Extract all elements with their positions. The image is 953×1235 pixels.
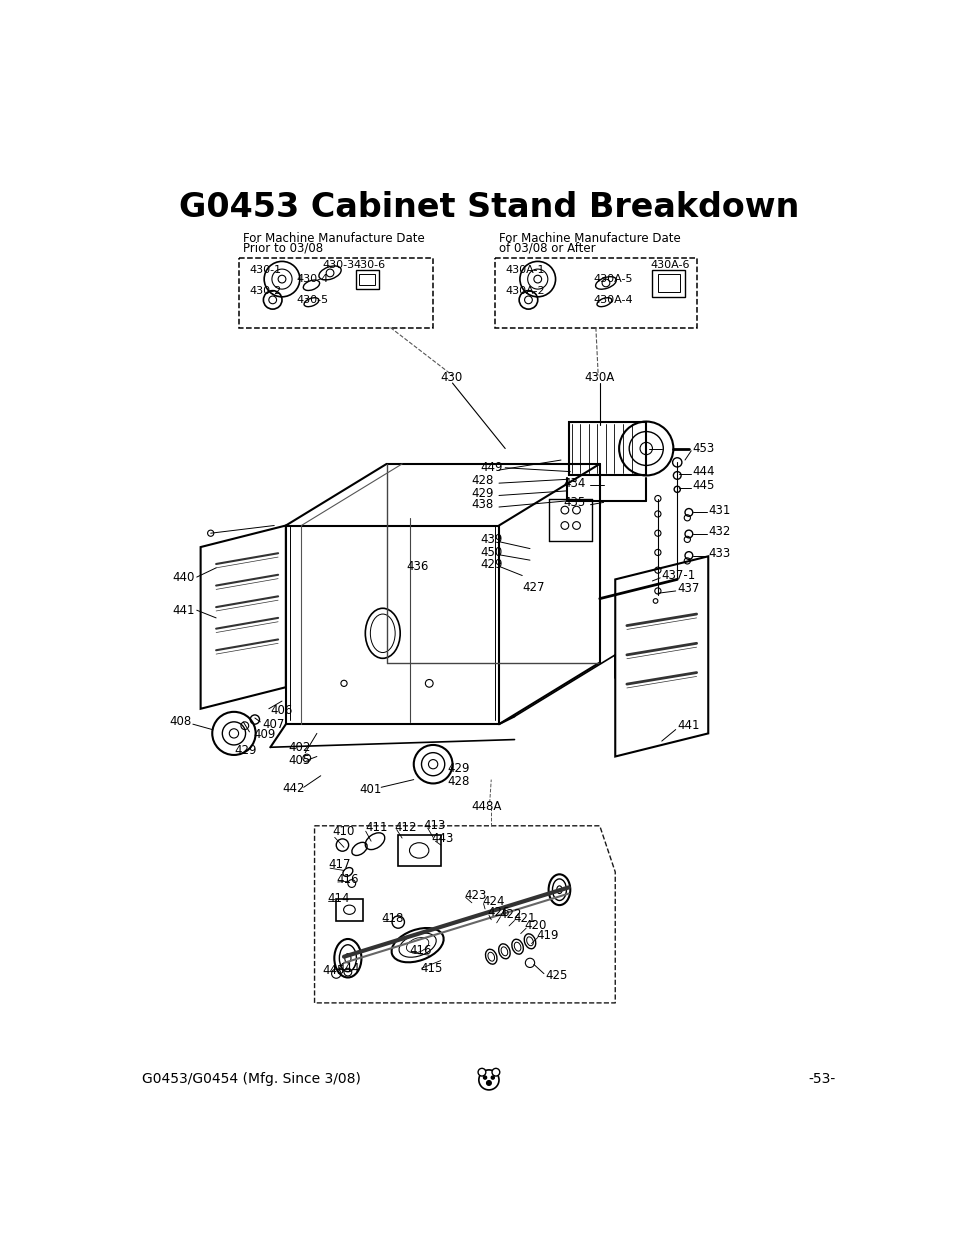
Text: 431: 431 <box>707 504 730 516</box>
Text: 429: 429 <box>480 557 502 571</box>
Text: 409: 409 <box>253 729 275 741</box>
Text: 442: 442 <box>282 782 304 795</box>
Bar <box>397 835 440 866</box>
Text: -53-: -53- <box>807 1072 835 1086</box>
Circle shape <box>478 1070 498 1091</box>
Text: G0453/G0454 (Mfg. Since 3/08): G0453/G0454 (Mfg. Since 3/08) <box>142 1072 361 1086</box>
Text: 429: 429 <box>447 762 469 774</box>
Bar <box>652 270 684 296</box>
Text: 406: 406 <box>270 704 293 716</box>
Text: 429: 429 <box>233 743 256 757</box>
Text: 441: 441 <box>677 719 699 732</box>
Circle shape <box>477 1068 485 1076</box>
Text: 433: 433 <box>707 547 730 559</box>
Text: 430A-5: 430A-5 <box>593 274 633 284</box>
Text: 436: 436 <box>406 559 428 573</box>
Text: 421: 421 <box>513 911 535 925</box>
Text: 418: 418 <box>381 911 403 925</box>
Bar <box>658 274 679 293</box>
Text: 412: 412 <box>394 821 416 834</box>
Text: 439: 439 <box>480 532 502 546</box>
Text: 430-5: 430-5 <box>295 295 328 305</box>
Text: 440: 440 <box>172 571 194 584</box>
Text: 443: 443 <box>431 831 454 845</box>
Circle shape <box>492 1068 499 1076</box>
Text: 414: 414 <box>327 893 349 905</box>
Circle shape <box>486 1081 491 1086</box>
Text: 419: 419 <box>536 930 558 942</box>
Text: 445: 445 <box>692 479 715 492</box>
Text: 423: 423 <box>464 889 486 902</box>
Text: 422: 422 <box>498 908 521 921</box>
Text: 445: 445 <box>322 965 344 977</box>
Bar <box>239 258 433 327</box>
Text: 408: 408 <box>170 715 192 729</box>
Text: 425: 425 <box>545 969 567 983</box>
Text: 430-3: 430-3 <box>322 261 355 270</box>
Text: 429: 429 <box>472 487 494 500</box>
Text: 430A-1: 430A-1 <box>505 264 544 275</box>
Text: 416: 416 <box>410 944 432 957</box>
Text: 444: 444 <box>337 962 360 974</box>
Text: 450: 450 <box>480 546 502 559</box>
Text: 430: 430 <box>440 372 462 384</box>
Text: 432: 432 <box>707 525 730 538</box>
Circle shape <box>491 1076 494 1079</box>
Text: 428: 428 <box>472 474 494 488</box>
Text: 402: 402 <box>288 741 311 753</box>
Text: 430A-6: 430A-6 <box>649 261 689 270</box>
Text: 416: 416 <box>335 873 358 887</box>
Text: 427: 427 <box>521 580 544 594</box>
Text: 417: 417 <box>328 858 351 871</box>
Circle shape <box>483 1076 486 1079</box>
Text: 453: 453 <box>692 442 714 454</box>
Bar <box>335 899 363 920</box>
Text: 437-1: 437-1 <box>661 569 696 582</box>
Text: 426: 426 <box>487 906 509 919</box>
Text: Prior to 03/08: Prior to 03/08 <box>243 242 323 254</box>
Text: 413: 413 <box>423 819 446 832</box>
Text: 444: 444 <box>692 466 715 478</box>
Text: 401: 401 <box>359 783 381 797</box>
Bar <box>495 258 696 327</box>
Text: G0453 Cabinet Stand Breakdown: G0453 Cabinet Stand Breakdown <box>178 190 799 224</box>
Text: 411: 411 <box>365 821 388 834</box>
Text: For Machine Manufacture Date: For Machine Manufacture Date <box>498 232 680 245</box>
Text: 438: 438 <box>472 498 494 511</box>
Text: 430A-2: 430A-2 <box>505 285 544 295</box>
Text: 424: 424 <box>481 895 504 908</box>
Text: 430-1: 430-1 <box>249 264 281 275</box>
Bar <box>355 270 378 289</box>
Text: 430-2: 430-2 <box>249 285 281 295</box>
Text: 434: 434 <box>562 477 585 489</box>
Text: 448A: 448A <box>472 800 501 813</box>
Text: 405: 405 <box>288 753 310 767</box>
Bar <box>359 274 375 285</box>
Bar <box>568 421 645 475</box>
Text: 415: 415 <box>419 962 442 974</box>
Text: For Machine Manufacture Date: For Machine Manufacture Date <box>243 232 424 245</box>
Text: of 03/08 or After: of 03/08 or After <box>498 242 595 254</box>
Text: 420: 420 <box>524 919 546 932</box>
Text: 430-6: 430-6 <box>353 261 385 270</box>
Text: 410: 410 <box>332 825 355 839</box>
Text: 441: 441 <box>172 604 194 616</box>
Text: 449: 449 <box>480 461 502 474</box>
Text: 407: 407 <box>262 718 285 731</box>
Text: 430-4: 430-4 <box>295 274 328 284</box>
Text: 428: 428 <box>447 774 469 788</box>
Text: 435: 435 <box>562 496 585 509</box>
Text: 430A: 430A <box>583 372 614 384</box>
Text: 430A-4: 430A-4 <box>593 295 633 305</box>
Text: 437: 437 <box>677 582 699 595</box>
